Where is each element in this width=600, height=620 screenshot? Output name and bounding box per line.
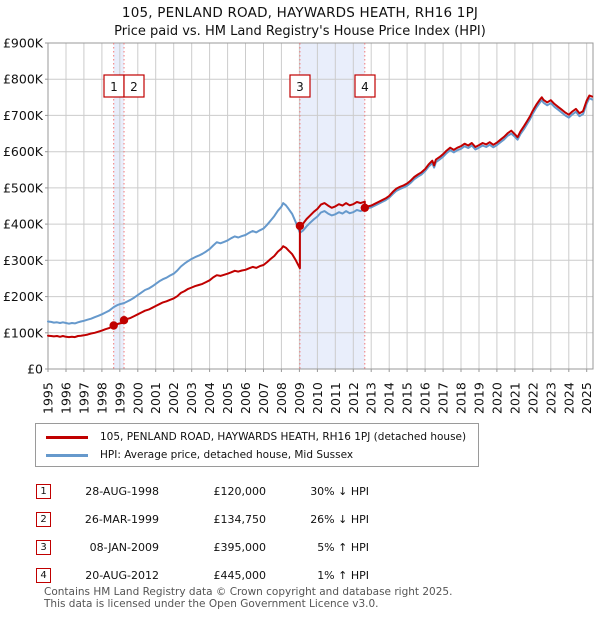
x-tick-label: 2007: [256, 382, 271, 414]
sale-marker: [109, 321, 118, 330]
legend-label: HPI: Average price, detached house, Mid …: [100, 449, 354, 461]
x-tick-label: 2024: [561, 382, 576, 414]
table-row: 3 08-JAN-2009 £395,000 5% ↑ HPI: [36, 533, 369, 561]
legend-item-hpi: HPI: Average price, detached house, Mid …: [46, 446, 472, 464]
x-tick-label: 2018: [454, 382, 469, 414]
sale-number-badge: 1: [36, 483, 51, 499]
x-tick-label: 2002: [166, 382, 181, 414]
sale-marker: [119, 316, 129, 325]
x-tick-label: 2006: [238, 382, 253, 414]
sale-hpi-delta: 5% ↑ HPI: [317, 540, 369, 554]
x-tick-label: 1995: [41, 382, 56, 414]
sale-hpi-delta: 1% ↑ HPI: [317, 568, 369, 582]
y-tick-label: £700K: [3, 108, 44, 123]
x-tick-label: 2013: [364, 382, 379, 414]
sale-number-badge: 2: [36, 511, 51, 527]
table-row: 4 20-AUG-2012 £445,000 1% ↑ HPI: [36, 561, 369, 589]
page-subtitle: Price paid vs. HM Land Registry's House …: [114, 24, 486, 39]
x-tick-label: 2003: [184, 382, 199, 414]
hpi-line-swatch: [46, 453, 88, 457]
sale-price: £134,750: [213, 512, 267, 526]
x-tick-label: 2025: [579, 382, 594, 414]
x-tick-label: 1998: [94, 382, 109, 414]
y-tick-label: £500K: [3, 180, 44, 195]
property-line: [47, 94, 594, 339]
plot-border: [47, 42, 594, 370]
x-tick-label: 2004: [202, 382, 217, 414]
sale-date: 26-MAR-1999: [84, 512, 159, 526]
y-tick-label: £0: [27, 362, 43, 377]
sale-number-badge: 4: [36, 567, 51, 583]
y-tick-label: £100K: [3, 325, 44, 340]
table-row: 1 28-AUG-1998 £120,000 30% ↓ HPI: [36, 477, 369, 505]
x-tick-label: 2005: [220, 382, 235, 414]
x-tick-label: 2008: [274, 382, 289, 414]
sale-number: 4: [361, 80, 369, 94]
x-tick-label: 1996: [59, 382, 74, 414]
x-tick-label: 2010: [310, 382, 325, 414]
page-title: 105, PENLAND ROAD, HAYWARDS HEATH, RH16 …: [121, 5, 479, 21]
x-tick-label: 2022: [525, 382, 540, 414]
x-tick-label: 2017: [436, 382, 451, 414]
legend-label: 105, PENLAND ROAD, HAYWARDS HEATH, RH16 …: [100, 431, 467, 443]
sale-marker: [360, 203, 369, 212]
sale-number-box: [123, 74, 145, 98]
y-tick-label: £800K: [3, 72, 44, 87]
table-row: 2 26-MAR-1999 £134,750 26% ↓ HPI: [36, 505, 369, 533]
sale-date: 08-JAN-2009: [89, 540, 159, 554]
hpi-line: [47, 97, 594, 325]
y-tick-label: £200K: [3, 289, 44, 304]
x-tick-label: 2001: [148, 382, 163, 414]
x-tick-label: 2014: [382, 382, 397, 414]
ownership-band: [299, 43, 365, 369]
sale-hpi-delta: 26% ↓ HPI: [310, 512, 369, 526]
legend-item-property: 105, PENLAND ROAD, HAYWARDS HEATH, RH16 …: [46, 428, 472, 446]
price-chart: 1995 1996 1997 1998 1999 2000 2001 2002 2003 2004…: [3, 36, 594, 415]
sale-hpi-delta: 30% ↓ HPI: [310, 484, 369, 498]
sale-price: £395,000: [213, 540, 267, 554]
x-tick-label: 2019: [472, 382, 487, 414]
sale-number: 3: [296, 80, 304, 94]
x-tick-label: 2016: [418, 382, 433, 414]
x-tick-label: 2000: [130, 382, 145, 414]
x-tick-label: 1999: [112, 382, 127, 414]
x-tick-label: 2023: [543, 382, 558, 414]
sale-number: 2: [130, 80, 138, 94]
footer-line-2: This data is licensed under the Open Gov…: [44, 598, 379, 610]
x-tick-label: 2020: [489, 382, 504, 414]
y-tick-label: £900K: [3, 36, 44, 51]
sale-price: £445,000: [213, 568, 267, 582]
ownership-band: [113, 43, 124, 369]
x-tick-label: 2012: [346, 382, 361, 414]
y-tick-label: £300K: [3, 253, 44, 268]
x-tick-label: 2021: [507, 382, 522, 414]
sale-number: 1: [110, 80, 118, 94]
sale-date: 20-AUG-2012: [85, 568, 159, 582]
sale-number-box: [289, 74, 311, 98]
x-tick-label: 2015: [400, 382, 415, 414]
sales-table: 1 28-AUG-1998 £120,000 30% ↓ HPI 2 26-MA…: [36, 477, 369, 589]
x-tick-label: 1997: [76, 382, 91, 414]
x-tick-label: 2011: [328, 382, 343, 414]
x-tick-label: 2009: [292, 382, 307, 414]
license-footer: Contains HM Land Registry data © Crown c…: [44, 586, 452, 610]
sale-price: £120,000: [213, 484, 267, 498]
sale-marker: [295, 221, 305, 231]
sale-number-box: [354, 74, 376, 98]
property-line-swatch: [46, 435, 88, 439]
y-tick-label: £400K: [3, 217, 44, 232]
sale-number-badge: 3: [36, 539, 51, 555]
y-tick-label: £600K: [3, 144, 44, 159]
footer-line-1: Contains HM Land Registry data © Crown c…: [44, 586, 453, 598]
chart-legend: 105, PENLAND ROAD, HAYWARDS HEATH, RH16 …: [35, 423, 479, 467]
sale-date: 28-AUG-1998: [85, 484, 159, 498]
